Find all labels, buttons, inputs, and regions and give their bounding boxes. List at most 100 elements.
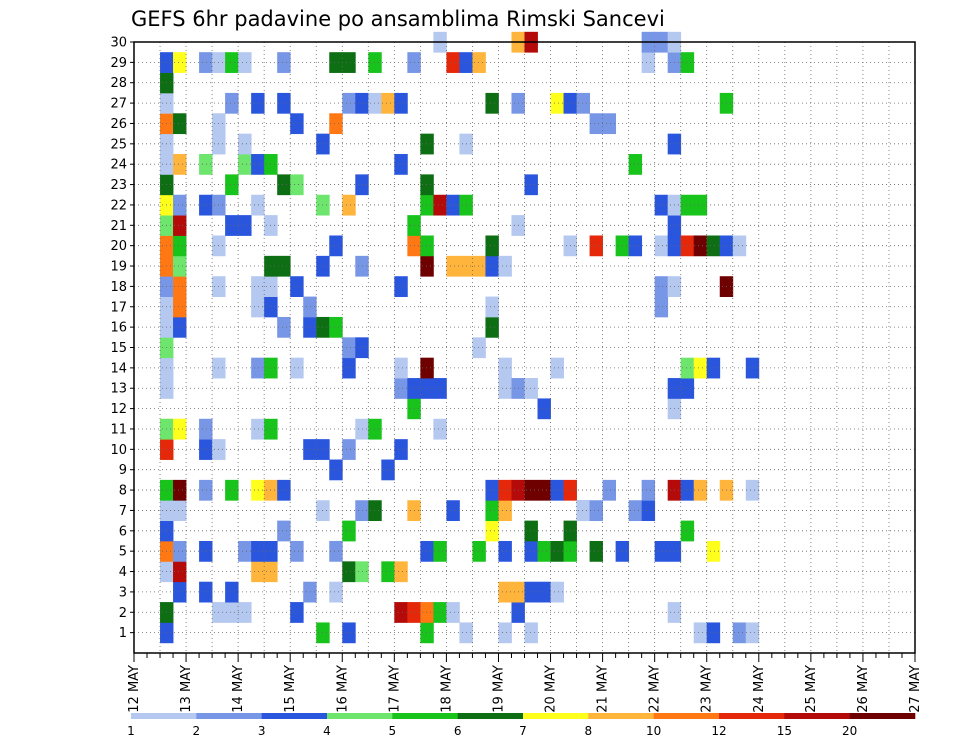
heatmap-cell bbox=[355, 337, 369, 359]
heatmap-cell bbox=[485, 235, 499, 257]
colorbar-swatch bbox=[653, 713, 720, 719]
heatmap-cell bbox=[680, 235, 695, 257]
y-tick-label: 10 bbox=[110, 443, 127, 458]
heatmap-cell bbox=[485, 479, 499, 501]
x-tick-label: 22 MAY bbox=[648, 665, 663, 713]
y-tick-label: 28 bbox=[110, 76, 127, 91]
heatmap-cell bbox=[290, 602, 304, 623]
heatmap-cell bbox=[628, 500, 643, 522]
heatmap-cell bbox=[498, 581, 512, 603]
colorbar-tick-label: 20 bbox=[842, 724, 857, 738]
heatmap-cell bbox=[693, 622, 708, 644]
heatmap-cell bbox=[199, 194, 213, 216]
y-tick-label: 19 bbox=[110, 260, 127, 275]
heatmap-cell bbox=[550, 479, 564, 501]
heatmap-cell bbox=[524, 479, 538, 501]
heatmap-cell bbox=[277, 174, 291, 196]
y-tick-label: 1 bbox=[119, 626, 127, 641]
heatmap-cell bbox=[589, 500, 603, 522]
heatmap-cell bbox=[199, 581, 213, 603]
heatmap-cell bbox=[277, 255, 291, 277]
heatmap-cell bbox=[485, 255, 499, 277]
heatmap-cell bbox=[524, 540, 538, 562]
x-tick-label: 13 MAY bbox=[179, 665, 194, 713]
heatmap-cell bbox=[329, 540, 343, 562]
heatmap-cell bbox=[355, 255, 369, 277]
colorbar-tick-label: 7 bbox=[519, 724, 527, 738]
y-tick-label: 30 bbox=[110, 36, 127, 51]
heatmap-cell bbox=[732, 622, 747, 644]
heatmap-cell bbox=[394, 357, 408, 379]
heatmap-cell bbox=[745, 479, 760, 501]
colorbar-swatch bbox=[196, 713, 262, 719]
heatmap-cell bbox=[251, 92, 265, 114]
colorbar-tick-label: 15 bbox=[777, 724, 792, 738]
heatmap-cell bbox=[173, 113, 187, 135]
heatmap-cell bbox=[173, 581, 187, 603]
colorbar-tick-label: 1 bbox=[127, 724, 135, 738]
heatmap-cell bbox=[394, 439, 408, 460]
y-tick-label: 7 bbox=[119, 504, 127, 519]
heatmap-cell bbox=[394, 276, 408, 297]
heatmap-cell bbox=[355, 174, 369, 196]
heatmap-cell bbox=[524, 622, 538, 644]
heatmap-cell bbox=[420, 378, 434, 399]
heatmap-cell bbox=[173, 479, 187, 501]
cells-layer bbox=[160, 31, 760, 644]
y-tick-label: 2 bbox=[119, 606, 127, 621]
heatmap-cell bbox=[732, 235, 747, 257]
heatmap-cell bbox=[238, 540, 252, 562]
heatmap-cell bbox=[524, 520, 538, 542]
colorbar-tick-label: 12 bbox=[711, 724, 726, 738]
y-tick-label: 9 bbox=[119, 463, 127, 478]
heatmap-cell bbox=[342, 622, 356, 644]
heatmap-cell bbox=[446, 194, 460, 216]
heatmap-cell bbox=[329, 581, 343, 603]
heatmap-cell bbox=[641, 500, 656, 522]
heatmap-cell bbox=[680, 194, 695, 216]
heatmap-cell bbox=[420, 133, 434, 155]
heatmap-cell bbox=[420, 602, 434, 623]
y-tick-label: 26 bbox=[110, 117, 127, 132]
heatmap-cell bbox=[199, 540, 213, 562]
heatmap-cell bbox=[654, 194, 669, 216]
colorbar-swatch bbox=[131, 713, 197, 719]
heatmap-cell bbox=[342, 194, 356, 216]
heatmap-cell bbox=[173, 316, 187, 338]
heatmap-cell bbox=[277, 479, 291, 501]
heatmap-cell bbox=[251, 194, 265, 216]
heatmap-cell bbox=[251, 154, 265, 175]
y-tick-label: 21 bbox=[110, 219, 127, 234]
heatmap-cell bbox=[329, 113, 343, 135]
heatmap-cell bbox=[251, 276, 265, 297]
heatmap-cell bbox=[173, 194, 187, 216]
heatmap-cell bbox=[394, 602, 408, 623]
y-tick-label: 6 bbox=[119, 524, 127, 539]
heatmap-cell bbox=[199, 52, 213, 73]
y-tick-label: 3 bbox=[119, 585, 127, 600]
heatmap-cell bbox=[498, 500, 512, 522]
heatmap-cell bbox=[654, 540, 669, 562]
heatmap-cell bbox=[420, 622, 434, 644]
heatmap-cell bbox=[446, 602, 460, 623]
heatmap-cell bbox=[238, 215, 252, 236]
heatmap-cell bbox=[576, 92, 590, 114]
heatmap-cell bbox=[680, 357, 695, 379]
heatmap-cell bbox=[251, 418, 265, 440]
heatmap-cell bbox=[485, 316, 499, 338]
heatmap-cell bbox=[498, 357, 512, 379]
heatmap-cell bbox=[303, 316, 317, 338]
heatmap-cell bbox=[446, 500, 460, 522]
colorbar-swatch bbox=[588, 713, 654, 719]
x-tick-label: 15 MAY bbox=[283, 665, 298, 713]
heatmap-cell bbox=[329, 52, 343, 73]
heatmap-cell bbox=[524, 378, 538, 399]
heatmap-cell bbox=[251, 479, 265, 501]
heatmap-cell bbox=[173, 561, 187, 583]
heatmap-cell bbox=[420, 255, 434, 277]
heatmap-cell bbox=[706, 540, 721, 562]
x-tick-label: 20 MAY bbox=[544, 665, 559, 713]
heatmap-cell bbox=[199, 439, 213, 460]
heatmap-cell bbox=[355, 418, 369, 440]
colorbar-swatch bbox=[261, 713, 328, 719]
